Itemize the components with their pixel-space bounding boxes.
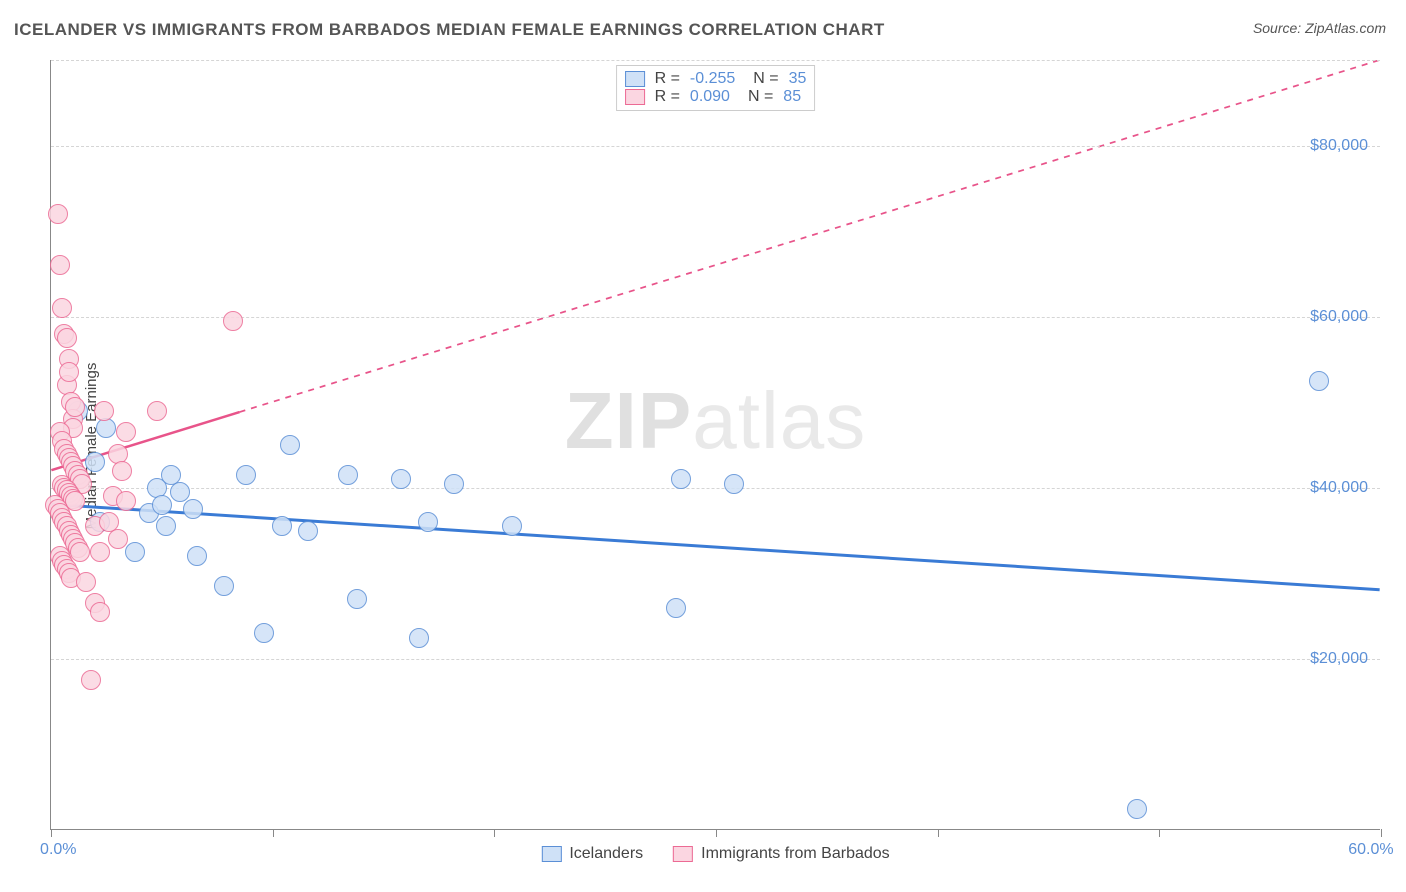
scatter-point (671, 469, 691, 489)
watermark-light: atlas (692, 376, 866, 465)
trend-line-solid (51, 504, 1379, 589)
legend-r-label: R = (655, 70, 680, 88)
watermark: ZIPatlas (565, 375, 866, 467)
scatter-point (152, 495, 172, 515)
x-tick (51, 829, 52, 837)
x-tick (273, 829, 274, 837)
legend-series-label: Immigrants from Barbados (701, 845, 890, 863)
x-tick (716, 829, 717, 837)
scatter-point (48, 204, 68, 224)
scatter-point (1127, 799, 1147, 819)
scatter-point (57, 328, 77, 348)
scatter-point (52, 298, 72, 318)
scatter-point (90, 542, 110, 562)
trend-line-dashed (240, 60, 1380, 412)
scatter-point (272, 516, 292, 536)
scatter-point (170, 482, 190, 502)
x-tick (494, 829, 495, 837)
scatter-point (85, 452, 105, 472)
scatter-point (116, 491, 136, 511)
gridline-h (51, 317, 1380, 318)
gridline-h (51, 488, 1380, 489)
legend-n-label: N = (753, 70, 778, 88)
scatter-point (236, 465, 256, 485)
legend-correlation: R = -0.255 N = 35 R = 0.090 N = 85 (616, 65, 816, 111)
scatter-point (59, 362, 79, 382)
trend-lines (51, 60, 1380, 829)
scatter-point (280, 435, 300, 455)
scatter-point (108, 529, 128, 549)
x-tick (938, 829, 939, 837)
scatter-point (76, 572, 96, 592)
legend-correlation-row: R = 0.090 N = 85 (625, 88, 807, 106)
scatter-point (183, 499, 203, 519)
scatter-point (338, 465, 358, 485)
scatter-point (81, 670, 101, 690)
scatter-point (1309, 371, 1329, 391)
legend-swatch (625, 71, 645, 87)
legend-swatch (625, 89, 645, 105)
x-tick (1159, 829, 1160, 837)
gridline-h (51, 146, 1380, 147)
scatter-point (418, 512, 438, 532)
legend-series-item: Icelanders (541, 845, 643, 863)
gridline-h (51, 659, 1380, 660)
legend-n-value: 35 (789, 70, 807, 88)
legend-n-label: N = (748, 88, 773, 106)
chart-title: ICELANDER VS IMMIGRANTS FROM BARBADOS ME… (14, 20, 885, 40)
scatter-point (112, 461, 132, 481)
legend-r-value: 0.090 (690, 88, 730, 106)
legend-swatch (541, 846, 561, 862)
legend-series-label: Icelanders (569, 845, 643, 863)
gridline-h (51, 60, 1380, 61)
legend-correlation-row: R = -0.255 N = 35 (625, 70, 807, 88)
scatter-point (65, 397, 85, 417)
x-axis-min-label: 0.0% (40, 841, 76, 859)
x-axis-max-label: 60.0% (1348, 841, 1393, 859)
scatter-point (444, 474, 464, 494)
scatter-point (666, 598, 686, 618)
y-tick-label: $20,000 (1310, 650, 1368, 668)
scatter-point (94, 401, 114, 421)
x-tick (1381, 829, 1382, 837)
legend-n-value: 85 (783, 88, 801, 106)
scatter-point (96, 418, 116, 438)
scatter-point (116, 422, 136, 442)
scatter-point (724, 474, 744, 494)
scatter-point (187, 546, 207, 566)
y-tick-label: $80,000 (1310, 137, 1368, 155)
source-label: Source: ZipAtlas.com (1253, 20, 1386, 36)
scatter-point (50, 255, 70, 275)
scatter-point (147, 401, 167, 421)
legend-series-item: Immigrants from Barbados (673, 845, 890, 863)
legend-swatch (673, 846, 693, 862)
scatter-point (223, 311, 243, 331)
scatter-point (125, 542, 145, 562)
y-tick-label: $60,000 (1310, 308, 1368, 326)
scatter-point (391, 469, 411, 489)
scatter-point (502, 516, 522, 536)
scatter-point (90, 602, 110, 622)
plot-area: ZIPatlas R = -0.255 N = 35 R = 0.090 N =… (50, 60, 1380, 830)
scatter-point (347, 589, 367, 609)
watermark-bold: ZIP (565, 376, 692, 465)
legend-r-label: R = (655, 88, 680, 106)
scatter-point (409, 628, 429, 648)
scatter-point (214, 576, 234, 596)
y-tick-label: $40,000 (1310, 479, 1368, 497)
scatter-point (156, 516, 176, 536)
scatter-point (254, 623, 274, 643)
legend-series: Icelanders Immigrants from Barbados (541, 845, 889, 863)
legend-r-value: -0.255 (690, 70, 735, 88)
scatter-point (298, 521, 318, 541)
